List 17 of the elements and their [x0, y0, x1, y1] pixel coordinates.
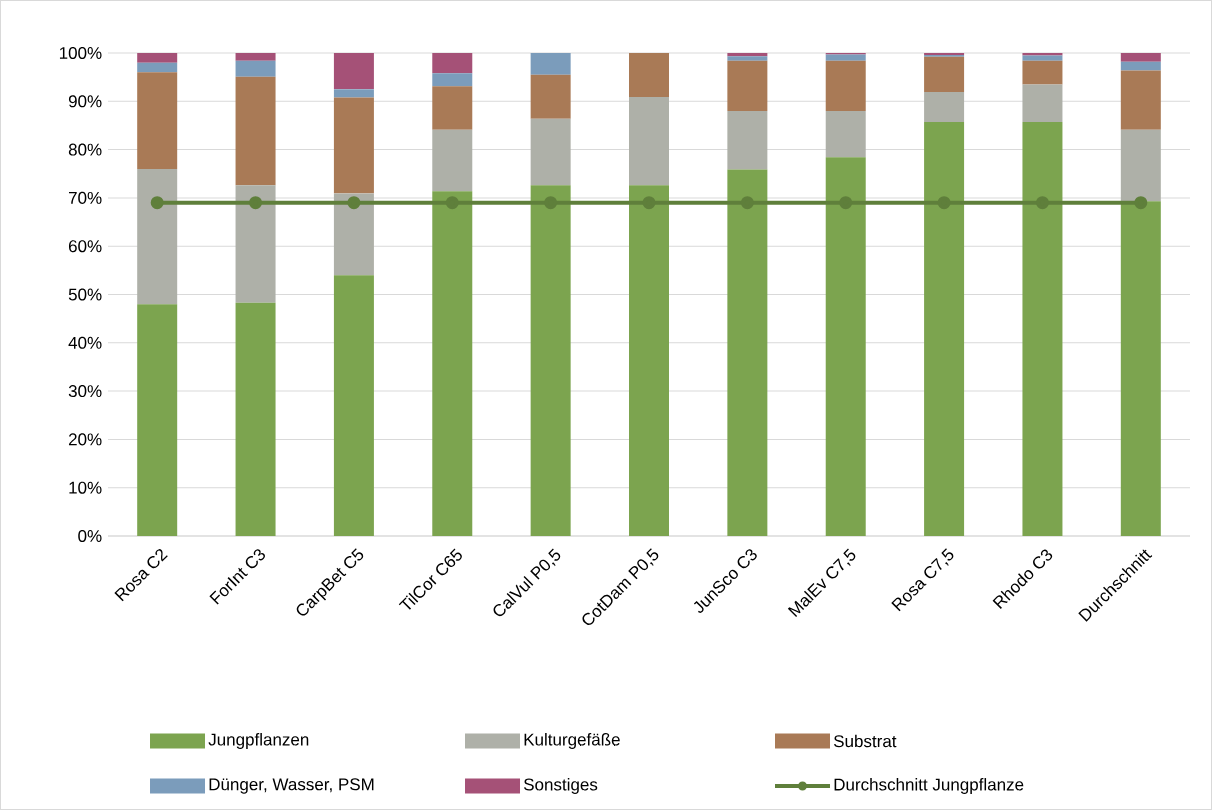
- legend-label: Kulturgefäße: [524, 733, 620, 749]
- y-tick-label: 70%: [69, 191, 102, 204]
- y-tick-label: 10%: [69, 481, 102, 494]
- legend-label: Durchschnitt Jungpflanze: [834, 778, 1024, 794]
- y-tick-label: 30%: [68, 385, 102, 398]
- y-tick-label: 80%: [68, 143, 102, 156]
- y-tick-label: 90%: [68, 95, 102, 108]
- legend-label: Sonstiges: [523, 778, 598, 794]
- y-tick-label: 100%: [59, 46, 102, 60]
- y-tick-label: 60%: [68, 240, 102, 253]
- y-tick-label: 20%: [68, 433, 102, 446]
- legend-label: Jungpflanzen: [208, 733, 309, 749]
- y-tick-label: 40%: [68, 336, 102, 349]
- y-tick-label: 50%: [68, 288, 102, 301]
- y-tick-label: 0%: [78, 529, 102, 543]
- legend-label: Dünger, Wasser, PSM: [209, 778, 374, 794]
- legend-label: Substrat: [833, 734, 897, 748]
